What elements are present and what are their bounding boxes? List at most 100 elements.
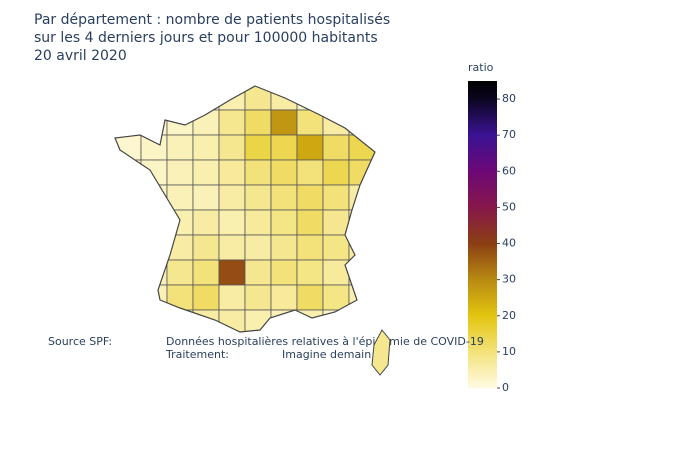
- department: [115, 86, 142, 111]
- colorbar-tick-label: 60: [502, 164, 516, 177]
- colorbar-tick-label: 10: [502, 345, 516, 358]
- department: [322, 234, 350, 261]
- department: [244, 259, 272, 286]
- department: [192, 159, 220, 186]
- colorbar-tick-label: 40: [502, 237, 516, 250]
- department: [192, 259, 220, 286]
- department: [218, 284, 246, 311]
- department: [296, 284, 324, 311]
- department: [322, 86, 350, 111]
- colorbar-title: ratio: [468, 61, 494, 74]
- department: [218, 134, 246, 161]
- country-outline: [114, 85, 376, 333]
- department: [322, 184, 350, 211]
- department: [166, 284, 194, 311]
- department: [270, 209, 298, 236]
- department: [348, 309, 375, 332]
- department: [140, 259, 168, 286]
- department: [218, 259, 246, 286]
- department: [218, 234, 246, 261]
- department: [218, 86, 246, 111]
- colorbar-tick-label: 0: [502, 381, 509, 394]
- department: [166, 184, 194, 211]
- title-line: sur les 4 derniers jours et pour 100000 …: [34, 30, 378, 46]
- department: [192, 209, 220, 236]
- department: [322, 259, 350, 286]
- department: [166, 159, 194, 186]
- department: [371, 329, 391, 376]
- department: [166, 134, 194, 161]
- department: [296, 209, 324, 236]
- title-line: Par département : nombre de patients hos…: [34, 12, 390, 28]
- department: [244, 209, 272, 236]
- department: [348, 209, 375, 236]
- department: [348, 234, 375, 261]
- department: [166, 86, 194, 111]
- colorbar: [468, 81, 497, 388]
- colorbar-tick-label: 30: [502, 273, 516, 286]
- department: [115, 234, 142, 261]
- department: [348, 86, 375, 111]
- department: [270, 109, 298, 136]
- department: [218, 109, 246, 136]
- department: [218, 159, 246, 186]
- department: [322, 134, 350, 161]
- department: [244, 234, 272, 261]
- department: [270, 184, 298, 211]
- department: [192, 234, 220, 261]
- colorbar-tick-label: 80: [502, 92, 516, 105]
- colorbar-tick-label: 50: [502, 200, 516, 213]
- department: [270, 234, 298, 261]
- department: [192, 284, 220, 311]
- annotation: Traitement:: [165, 348, 229, 361]
- department: [115, 159, 142, 186]
- department: [270, 259, 298, 286]
- annotation: Source SPF:: [48, 335, 112, 348]
- department: [218, 184, 246, 211]
- department: [166, 259, 194, 286]
- department: [115, 259, 142, 286]
- department: [115, 209, 142, 236]
- department: [166, 309, 194, 332]
- department: [115, 309, 142, 332]
- department: [166, 234, 194, 261]
- department: [244, 109, 272, 136]
- department: [140, 134, 168, 161]
- department: [140, 184, 168, 211]
- department: [140, 284, 168, 311]
- department: [115, 184, 142, 211]
- department: [140, 159, 168, 186]
- map: [115, 86, 375, 332]
- department: [296, 259, 324, 286]
- annotation: Imagine demain: [282, 348, 371, 361]
- department: [348, 259, 375, 286]
- department: [140, 309, 168, 332]
- department: [244, 184, 272, 211]
- department: [192, 86, 220, 111]
- department: [348, 109, 375, 136]
- annotation: Données hospitalières relatives à l'épid…: [166, 335, 484, 348]
- colorbar-tick-label: 20: [502, 309, 516, 322]
- department: [140, 209, 168, 236]
- department: [348, 134, 375, 161]
- department: [244, 159, 272, 186]
- department: [218, 209, 246, 236]
- department: [140, 234, 168, 261]
- department: [192, 184, 220, 211]
- department: [296, 234, 324, 261]
- department: [270, 284, 298, 311]
- department: [115, 109, 142, 136]
- colorbar-tick-label: 70: [502, 128, 516, 141]
- department: [192, 134, 220, 161]
- department: [140, 86, 168, 111]
- department: [296, 184, 324, 211]
- department: [166, 209, 194, 236]
- department: [296, 134, 324, 161]
- department: [322, 109, 350, 136]
- department: [244, 134, 272, 161]
- department: [270, 134, 298, 161]
- department: [322, 209, 350, 236]
- department: [322, 159, 350, 186]
- department: [218, 309, 246, 332]
- department: [296, 309, 324, 332]
